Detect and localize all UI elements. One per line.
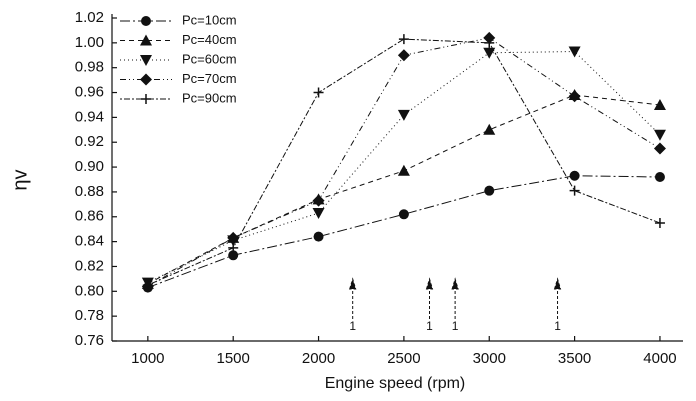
annotation-label: 1	[426, 319, 433, 333]
y-tick-label: 0.96	[75, 84, 104, 101]
y-axis-label: ηv	[9, 169, 31, 190]
annotation-arrow	[553, 277, 562, 319]
marker	[227, 231, 240, 244]
y-tick-label: 0.98	[75, 59, 104, 76]
annotation-arrow	[349, 277, 357, 319]
legend-marker	[140, 34, 152, 46]
y-tick-label: 0.88	[75, 183, 104, 200]
legend-label: Pc=70cm	[182, 71, 237, 86]
annotation-arrow	[451, 277, 459, 319]
legend-marker	[141, 94, 151, 104]
series-line	[147, 175, 660, 289]
annotation-label: 1	[349, 319, 356, 333]
x-tick-label: 1500	[217, 350, 250, 367]
x-axis-label: Engine speed (rpm)	[325, 375, 466, 392]
marker	[654, 217, 665, 228]
marker	[654, 172, 665, 183]
marker	[653, 142, 666, 155]
y-tick-label: 0.78	[75, 307, 104, 324]
y-tick-label: 1.02	[75, 9, 104, 26]
marker	[228, 242, 239, 253]
marker	[313, 231, 324, 242]
marker	[228, 250, 239, 261]
legend-marker	[140, 73, 152, 86]
marker	[568, 90, 581, 103]
legend-marker	[140, 55, 152, 66]
legend-label: Pc=40cm	[182, 32, 237, 47]
marker	[398, 209, 409, 220]
legend-label: Pc=60cm	[182, 51, 237, 66]
annotation-label: 1	[452, 319, 459, 333]
marker	[142, 280, 153, 291]
x-tick-label: 3000	[473, 350, 506, 367]
x-tick-label: 2500	[387, 350, 420, 367]
y-tick-label: 0.80	[75, 282, 104, 299]
marker	[484, 37, 495, 48]
x-tick-label: 2000	[302, 350, 335, 367]
marker	[312, 208, 325, 220]
marker	[569, 185, 580, 196]
legend-label: Pc=90cm	[182, 90, 237, 105]
marker	[483, 123, 496, 135]
marker	[313, 87, 324, 98]
marker	[397, 164, 410, 176]
series-line	[147, 94, 661, 285]
y-tick-label: 0.86	[75, 208, 104, 225]
x-tick-label: 3500	[558, 350, 591, 367]
x-tick-label: 4000	[643, 350, 676, 367]
marker	[653, 98, 666, 110]
marker	[483, 47, 496, 59]
y-tick-label: 1.00	[75, 34, 104, 51]
marker	[484, 185, 495, 196]
y-tick-label: 0.92	[75, 133, 104, 150]
annotation-label: 1	[554, 319, 561, 333]
marker	[397, 109, 410, 121]
marker	[312, 194, 325, 207]
marker	[398, 34, 409, 45]
marker	[653, 129, 666, 141]
y-tick-label: 0.76	[75, 332, 104, 349]
y-tick-label: 0.94	[75, 108, 104, 125]
marker	[568, 46, 581, 58]
y-tick-label: 0.90	[75, 158, 104, 175]
marker	[569, 170, 580, 181]
legend-marker	[141, 16, 151, 26]
y-tick-label: 0.84	[75, 233, 104, 250]
y-tick-label: 0.82	[75, 257, 104, 274]
legend-label: Pc=10cm	[182, 12, 237, 27]
annotation-arrow	[425, 277, 434, 319]
x-tick-label: 1000	[131, 350, 164, 367]
marker	[397, 49, 410, 62]
